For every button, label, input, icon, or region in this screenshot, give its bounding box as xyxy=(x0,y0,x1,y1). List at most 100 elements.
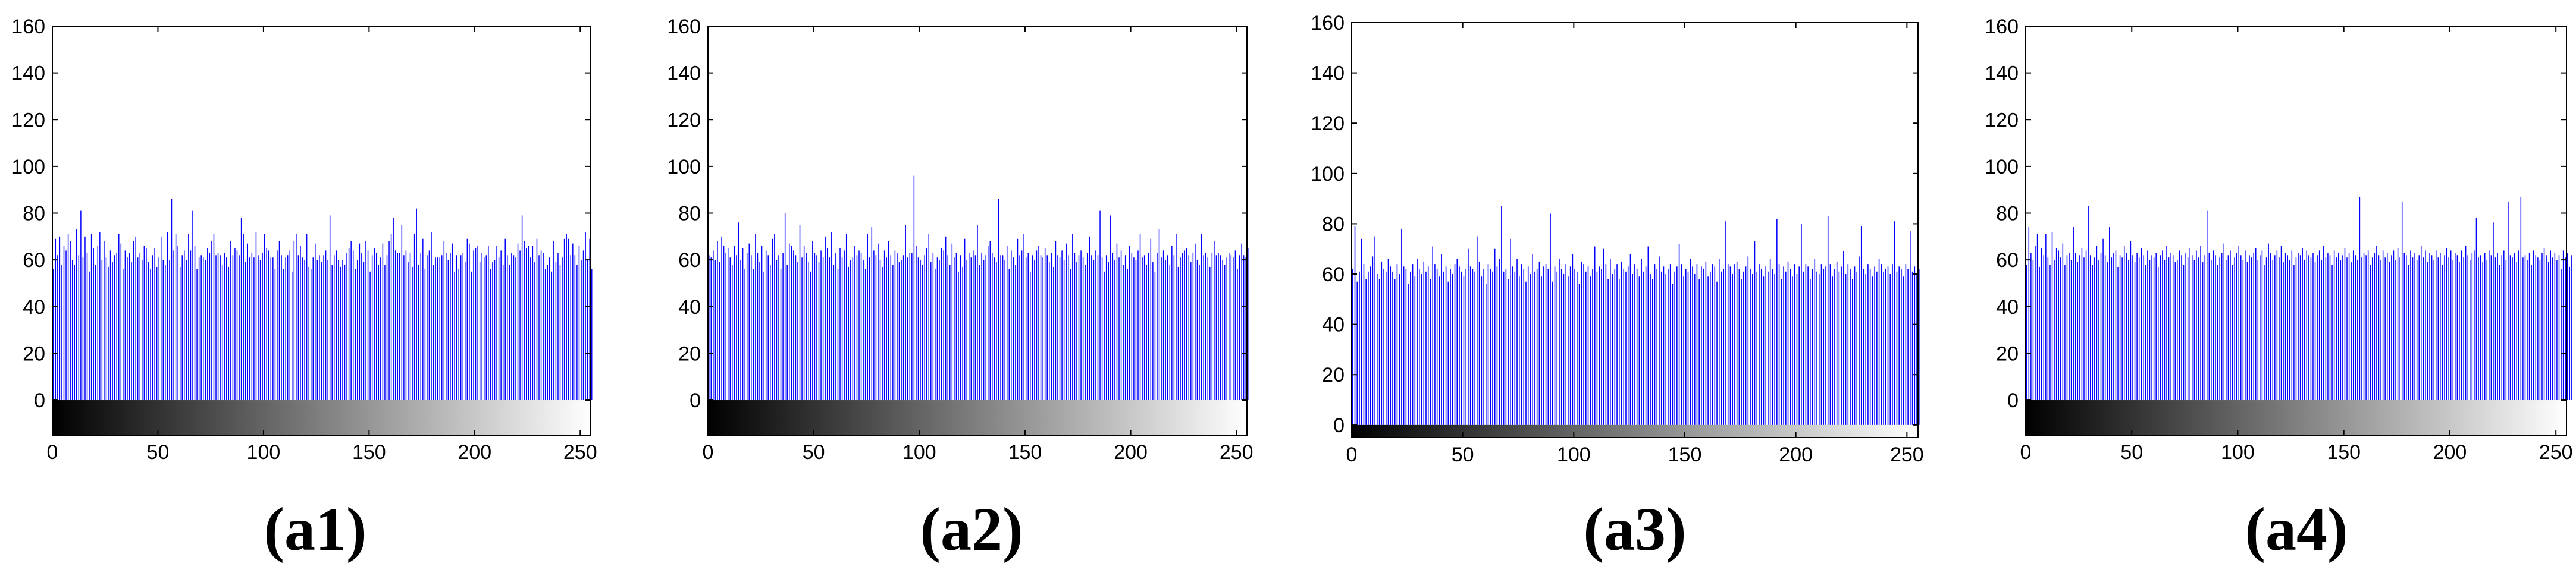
grayscale-colorbar xyxy=(708,400,1247,435)
histogram-bar xyxy=(1594,246,1596,425)
histogram-bar xyxy=(926,248,927,401)
histogram-bar xyxy=(1772,269,1773,425)
histogram-bar xyxy=(947,255,948,401)
histogram-bar xyxy=(1687,271,1689,425)
y-tick-label: 40 xyxy=(23,296,45,319)
histogram-bar xyxy=(1114,260,1115,401)
histogram-bar xyxy=(2117,266,2119,401)
histogram-bar xyxy=(983,260,985,401)
x-tick-label: 150 xyxy=(352,441,386,464)
histogram-bar xyxy=(748,243,750,401)
histogram-bar xyxy=(1650,274,1651,425)
histogram-bar xyxy=(2041,248,2042,401)
histogram-bar xyxy=(2253,253,2254,401)
histogram-bars xyxy=(1352,206,1920,425)
histogram-bar xyxy=(858,250,860,401)
histogram-bar xyxy=(1124,255,1126,401)
histogram-bar xyxy=(1538,261,1540,425)
histogram-bar xyxy=(1614,269,1616,425)
histogram-bar xyxy=(563,238,565,401)
histogram-bar xyxy=(907,257,908,401)
histogram-bar xyxy=(2312,253,2314,401)
histogram-bar xyxy=(1224,265,1226,401)
histogram-bar xyxy=(1672,284,1674,425)
histogram-bar xyxy=(1547,269,1549,425)
histogram-bar xyxy=(361,253,362,401)
histogram-bar xyxy=(2499,265,2500,401)
histogram-bar xyxy=(568,238,569,401)
x-tick-label: 50 xyxy=(1452,443,1474,466)
histogram-bar xyxy=(772,238,773,401)
histogram-bar xyxy=(1459,266,1460,425)
histogram-bar xyxy=(1563,274,1565,425)
histogram-bar xyxy=(1838,271,1840,425)
histogram-bar xyxy=(1118,257,1120,401)
histogram-bar xyxy=(528,246,529,401)
histogram-bar xyxy=(1013,257,1014,401)
histogram-bar xyxy=(812,241,813,401)
histogram-bar xyxy=(2463,257,2464,401)
histogram-bar xyxy=(2198,257,2199,401)
histogram-bar xyxy=(960,255,961,401)
histogram-bar xyxy=(509,265,510,401)
histogram-bar xyxy=(1568,276,1569,425)
histogram-bar xyxy=(365,241,366,401)
histogram-bar xyxy=(761,246,763,401)
histogram-bar xyxy=(2255,248,2257,401)
y-tick-label: 140 xyxy=(667,62,701,85)
histogram-bar xyxy=(2036,234,2038,401)
histogram-bar xyxy=(1201,234,1202,401)
histogram-bar xyxy=(71,260,73,401)
grayscale-colorbar xyxy=(2026,400,2566,435)
y-tick-label: 20 xyxy=(1996,342,2019,365)
histogram-bar xyxy=(1196,260,1198,401)
histogram-bar xyxy=(1034,260,1035,401)
histogram-bar xyxy=(1898,266,1900,425)
histogram-bar xyxy=(1659,256,1660,425)
histogram-bar xyxy=(200,255,202,401)
histogram-bars xyxy=(53,199,593,401)
histogram-bar xyxy=(1076,262,1077,401)
histogram-bar xyxy=(1790,269,1791,425)
histogram-bar xyxy=(1441,254,1442,425)
histogram-bar xyxy=(1377,274,1378,425)
histogram-bar xyxy=(380,257,381,401)
histogram-bar xyxy=(2378,255,2380,401)
histogram-bar xyxy=(1207,257,1208,401)
histogram-bar xyxy=(513,255,515,401)
y-tick-label: 160 xyxy=(667,15,701,38)
histogram-bar xyxy=(2355,255,2356,401)
histogram-bar xyxy=(338,260,339,401)
histogram-bar xyxy=(2384,257,2386,401)
histogram-bar xyxy=(1439,276,1440,425)
histogram-bar xyxy=(2352,250,2354,401)
histogram-bar xyxy=(1874,266,1875,425)
histogram-bar xyxy=(2399,257,2400,401)
histogram-bar xyxy=(1847,264,1849,425)
histogram-bar xyxy=(591,269,593,401)
histogram-bar xyxy=(2232,265,2233,401)
histogram-bar xyxy=(1743,271,1744,425)
histogram-bar xyxy=(2412,257,2414,401)
histogram-bar xyxy=(1002,255,1004,401)
histogram-bar xyxy=(1794,264,1795,425)
histogram-bar xyxy=(1129,246,1130,401)
y-tick-label: 160 xyxy=(1985,15,2019,38)
histogram-bar xyxy=(1896,271,1898,425)
histogram-bar xyxy=(1587,266,1589,425)
histogram-bar xyxy=(2079,255,2080,401)
histogram-bar xyxy=(1093,260,1095,401)
histogram-bar xyxy=(1774,274,1775,425)
histogram-bar xyxy=(1869,269,1871,425)
histogram-bar xyxy=(572,243,574,401)
histogram-bar xyxy=(1703,269,1704,425)
histogram-bar xyxy=(76,229,77,401)
histogram-bar xyxy=(2359,196,2361,401)
histogram-bar xyxy=(226,257,227,401)
histogram-bar xyxy=(196,269,198,401)
histogram-bar xyxy=(2331,265,2333,401)
grayscale-colorbar xyxy=(1352,424,1918,438)
histogram-bar xyxy=(1660,271,1662,425)
histogram-bar xyxy=(1177,266,1179,401)
histogram-bar xyxy=(1834,269,1835,425)
